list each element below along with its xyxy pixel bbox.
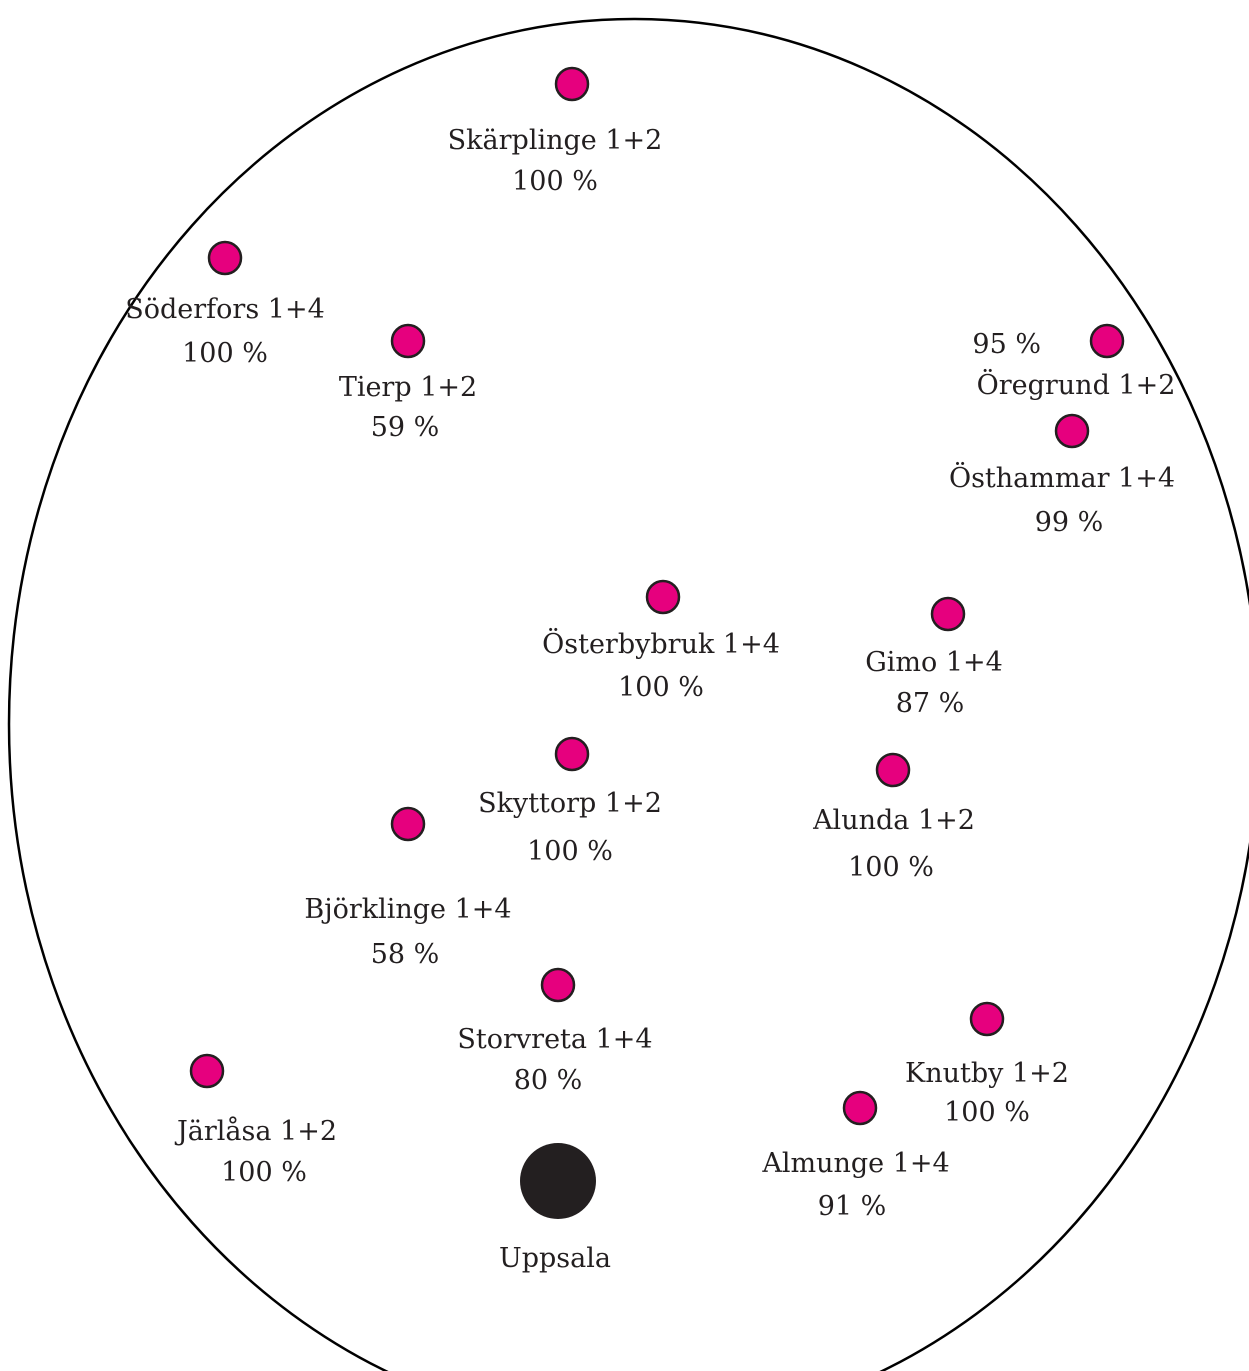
site-percent-label: 100 % xyxy=(182,338,268,369)
site-marker xyxy=(1089,323,1125,359)
site-marker xyxy=(842,1090,878,1126)
site-marker xyxy=(390,323,426,359)
hub-marker xyxy=(520,1143,596,1219)
site-skarplinge: Skärplinge 1+2 100 % xyxy=(448,66,663,197)
site-marker xyxy=(189,1053,225,1089)
site-oregrund: Öregrund 1+2 95 % xyxy=(972,323,1176,401)
site-marker xyxy=(645,579,681,615)
site-percent-label: 59 % xyxy=(371,412,440,443)
site-percent-label: 100 % xyxy=(618,672,704,703)
site-marker xyxy=(969,1001,1005,1037)
site-alunda: Alunda 1+2 100 % xyxy=(812,752,975,883)
site-name-label: Skärplinge 1+2 xyxy=(448,125,663,156)
site-bjorklinge: Björklinge 1+4 58 % xyxy=(304,806,512,970)
site-percent-label: 95 % xyxy=(972,329,1041,360)
site-name-label: Knutby 1+2 xyxy=(905,1058,1069,1089)
site-soderfors: Söderfors 1+4 100 % xyxy=(125,240,325,369)
site-name-label: Österbybruk 1+4 xyxy=(542,626,780,660)
site-percent-label: 91 % xyxy=(818,1191,887,1222)
site-name-label: Öregrund 1+2 xyxy=(977,367,1176,401)
site-percent-label: 100 % xyxy=(221,1157,307,1188)
site-marker xyxy=(875,752,911,788)
site-marker xyxy=(554,66,590,102)
site-jarlasa: Järlåsa 1+2 100 % xyxy=(174,1053,337,1188)
site-marker xyxy=(1054,413,1090,449)
site-name-label: Gimo 1+4 xyxy=(865,647,1003,678)
site-percent-label: 100 % xyxy=(848,852,934,883)
site-marker xyxy=(930,596,966,632)
site-almunge: Almunge 1+4 91 % xyxy=(761,1090,950,1222)
site-name-label: Söderfors 1+4 xyxy=(125,294,325,325)
site-percent-label: 58 % xyxy=(371,939,440,970)
site-osthammar: Östhammar 1+4 99 % xyxy=(949,413,1175,538)
site-knutby: Knutby 1+2 100 % xyxy=(905,1001,1069,1128)
site-name-label: Storvreta 1+4 xyxy=(457,1024,652,1055)
site-marker xyxy=(540,967,576,1003)
site-name-label: Alunda 1+2 xyxy=(812,805,975,836)
region-outline xyxy=(7,17,1249,1371)
site-storvreta: Storvreta 1+4 80 % xyxy=(457,967,653,1096)
site-marker xyxy=(390,806,426,842)
sites-layer: Skärplinge 1+2 100 % Söderfors 1+4 100 % Tie… xyxy=(125,66,1176,1222)
site-name-label: Östhammar 1+4 xyxy=(949,460,1175,494)
site-name-label: Björklinge 1+4 xyxy=(304,894,511,925)
site-skyttorp: Skyttorp 1+2 100 % xyxy=(478,736,662,867)
site-percent-label: 100 % xyxy=(527,836,613,867)
site-percent-label: 100 % xyxy=(944,1097,1030,1128)
site-marker xyxy=(207,240,243,276)
site-gimo: Gimo 1+4 87 % xyxy=(865,596,1003,719)
site-marker xyxy=(554,736,590,772)
site-name-label: Skyttorp 1+2 xyxy=(478,788,662,819)
site-percent-label: 100 % xyxy=(512,166,598,197)
site-name-label: Almunge 1+4 xyxy=(761,1148,949,1179)
site-percent-label: 80 % xyxy=(514,1065,583,1096)
site-name-label: Järlåsa 1+2 xyxy=(174,1115,337,1147)
site-name-label: Tierp 1+2 xyxy=(339,372,477,403)
hub-label: Uppsala xyxy=(499,1243,611,1274)
site-percent-label: 87 % xyxy=(896,688,965,719)
hub-uppsala: Uppsala xyxy=(499,1143,611,1274)
site-tierp: Tierp 1+2 59 % xyxy=(339,323,477,443)
site-osterbybruk: Österbybruk 1+4 100 % xyxy=(542,579,780,703)
site-percent-label: 99 % xyxy=(1035,507,1104,538)
